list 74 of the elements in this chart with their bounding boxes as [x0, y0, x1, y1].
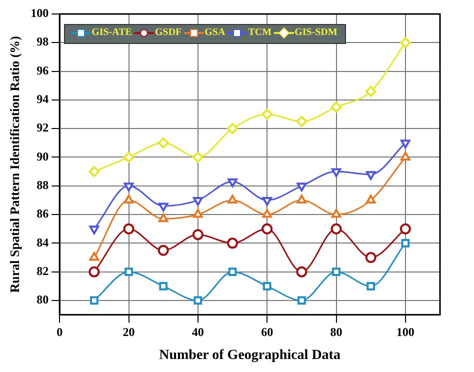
x-tick-label: 60	[261, 325, 274, 340]
point	[365, 86, 376, 97]
point	[262, 223, 273, 234]
y-tick-label: 92	[36, 120, 49, 135]
point	[296, 182, 307, 192]
legend-label: GIS-ATE	[92, 27, 132, 38]
point	[296, 194, 307, 204]
point	[158, 137, 169, 148]
x-axis-title: Number of Geographical Data	[159, 348, 340, 364]
legend-label: GSDF	[154, 27, 182, 38]
y-tick-label: 98	[36, 34, 49, 49]
y-tick-label: 82	[36, 264, 49, 278]
point	[330, 102, 342, 113]
legend-label: GSA	[204, 27, 226, 38]
point	[262, 108, 273, 120]
x-tick-label: 80	[330, 325, 342, 340]
point	[89, 226, 100, 234]
legend-label: GIS-SDM	[294, 27, 338, 38]
y-tick-label: 96	[36, 63, 49, 78]
y-tick-label: 90	[36, 149, 49, 164]
point	[158, 213, 168, 222]
point	[158, 244, 169, 256]
point	[332, 268, 340, 276]
point	[400, 223, 411, 234]
point	[262, 196, 272, 206]
point	[227, 238, 238, 249]
y-tick-label: 84	[36, 235, 49, 250]
point	[192, 229, 204, 240]
point	[400, 140, 410, 148]
point	[228, 194, 238, 204]
y-axis-title: Rural Spatial Pattern Identification Ratio (%)	[7, 36, 22, 293]
legend-label: TCM	[248, 27, 272, 38]
point	[330, 223, 342, 234]
point	[124, 268, 133, 276]
x-tick-label: 0	[56, 325, 63, 340]
y-tick-label: 100	[30, 6, 49, 20]
point	[193, 209, 203, 218]
x-tick-label: 40	[192, 325, 204, 340]
y-tick-label: 80	[36, 292, 49, 307]
point	[193, 196, 203, 206]
point	[90, 296, 98, 305]
point	[192, 152, 204, 163]
point	[88, 166, 100, 178]
point	[123, 152, 134, 163]
point	[297, 296, 306, 305]
point	[123, 223, 134, 234]
point	[262, 209, 272, 218]
point	[124, 182, 134, 192]
point	[194, 296, 202, 305]
y-tick-label: 88	[36, 178, 49, 192]
point	[366, 194, 376, 204]
point	[365, 252, 376, 264]
point	[296, 266, 308, 278]
point	[262, 282, 272, 290]
point	[159, 282, 168, 290]
point	[331, 209, 342, 218]
point	[400, 37, 411, 48]
point	[88, 266, 100, 278]
point	[366, 171, 376, 180]
point	[366, 282, 376, 290]
point	[124, 194, 134, 204]
y-tick-label: 94	[36, 92, 49, 106]
point	[228, 178, 238, 188]
point	[401, 239, 410, 248]
point	[331, 168, 342, 178]
x-tick-label: 20	[122, 325, 135, 340]
point	[89, 252, 100, 261]
x-tick-label: 100	[396, 325, 414, 340]
point	[227, 123, 238, 134]
y-tick-label: 86	[36, 206, 49, 221]
point	[228, 268, 237, 276]
point	[400, 152, 410, 160]
point	[158, 202, 168, 212]
point	[296, 116, 308, 127]
